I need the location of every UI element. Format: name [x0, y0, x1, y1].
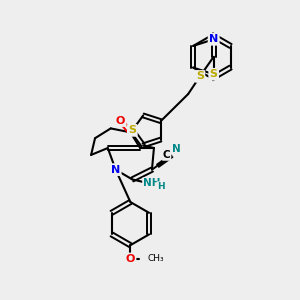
Text: O: O — [126, 254, 135, 264]
Text: N: N — [172, 144, 181, 154]
Text: S: S — [196, 71, 204, 81]
Text: N: N — [209, 34, 218, 44]
Text: NH: NH — [143, 178, 161, 188]
Text: N: N — [111, 165, 120, 175]
Text: S: S — [128, 125, 136, 135]
Text: C: C — [163, 150, 170, 160]
Text: S: S — [210, 69, 218, 79]
Text: O: O — [116, 116, 125, 126]
Text: H: H — [157, 182, 165, 191]
Text: CH₃: CH₃ — [147, 254, 164, 263]
